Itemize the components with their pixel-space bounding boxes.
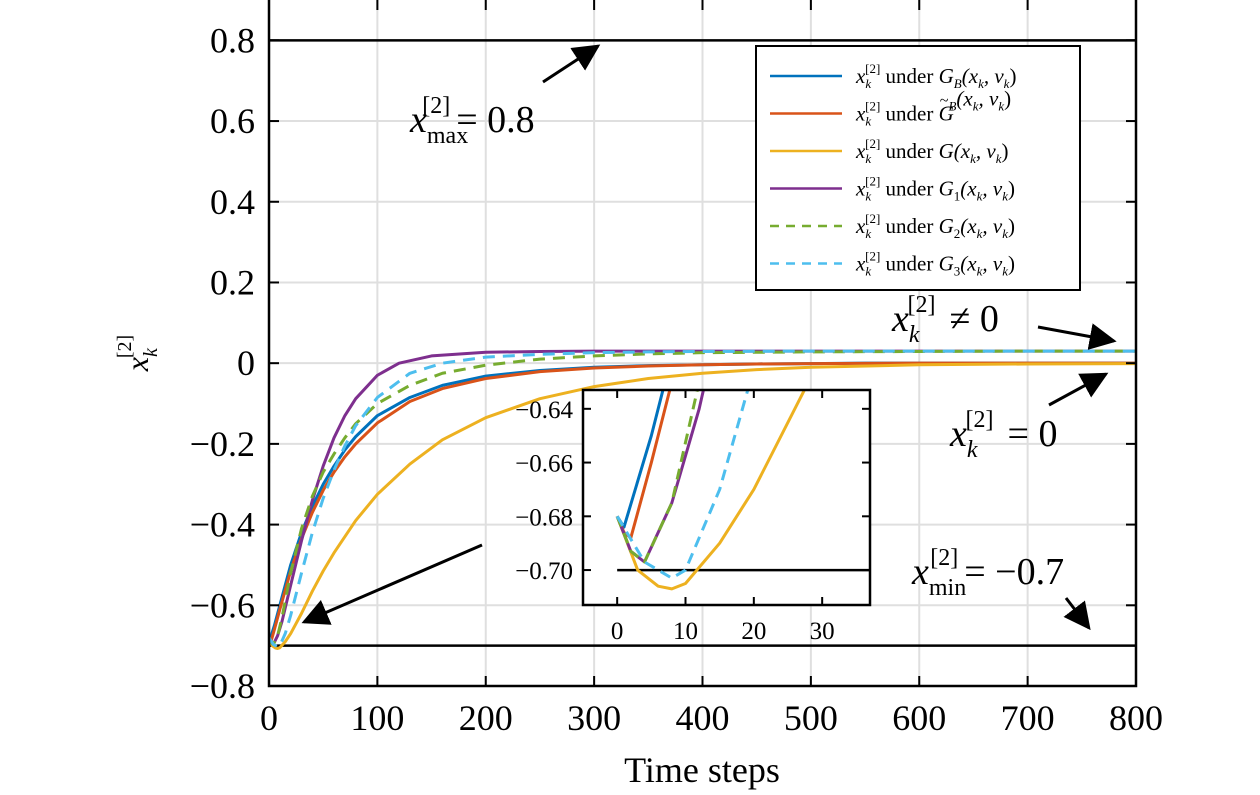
y-tick-label: −0.8 [190,666,255,706]
legend: xk[2] under GB(xk, vk)xk[2] under G~B(xk… [755,45,1081,291]
annotation-x-min: xmin [2] = −0.7 [911,545,1091,631]
inset-y-tick-label: −0.64 [515,397,573,424]
legend-label-3: xk[2] under G(xk, vk) [855,136,1009,166]
inset-y-tick-label: −0.70 [515,558,573,585]
annotation-zero-sup: [2] [966,407,994,433]
annotation-x-min-sup: [2] [930,545,958,571]
x-tick-label: 0 [260,698,278,738]
annotation-x-min-rest: = −0.7 [964,551,1064,593]
inset-axes-box [581,388,872,607]
arrow-x-k-nonzero [1037,323,1117,350]
annotation-x-k-zero: xk [2] = 0 [949,372,1109,463]
arrow-x-max [542,44,601,84]
y-axis-label-sup: [2] [114,335,136,358]
annotation-x-max-sub: max [427,123,468,149]
x-tick-label: 400 [676,698,730,738]
series-line-6 [269,349,1136,649]
y-axis-label: xk [2] [114,335,162,372]
inset-series-line-4 [615,390,705,564]
inset-y-tick-label: −0.68 [515,504,573,531]
svg-text:xmin[2]= −0.7: xmin [2] = −0.7 [911,545,1064,601]
annotation-zero-rest: = 0 [1008,413,1058,455]
inset-x-tick-label: 20 [741,618,766,645]
annotation-nonzero-sub: k [909,322,920,348]
inset-plot: 0 10 20 30 −0.64 −0.66 −0.68 −0.70 [515,388,872,645]
main-series-group [269,39,1136,650]
x-tick-label: 200 [459,698,513,738]
annotation-nonzero-rest: ≠ 0 [950,298,999,340]
y-tick-label: −0.4 [190,505,255,545]
y-tick-label: 0.8 [210,20,255,60]
legend-box [755,45,1081,291]
y-tick-label: −0.6 [190,585,255,625]
x-tick-label: 600 [892,698,946,738]
legend-label-1: xk[2] under GB(xk, vk) [855,61,1016,91]
x-tick-label: 800 [1109,698,1163,738]
y-tick-label: −0.2 [190,424,255,464]
inset-x-tick-label: 30 [810,618,835,645]
annotation-nonzero-sup: [2] [908,292,936,318]
y-axis-label-sub: k [140,347,162,357]
arrow-to-inset-region [301,543,483,625]
annotation-x-max-base: x [409,99,427,141]
inset-series-line-3 [615,390,807,591]
x-tick-label: 700 [1001,698,1055,738]
y-tick-label: 0.2 [210,262,255,302]
annotation-zero-base: x [949,413,967,455]
main-axes [267,0,1138,688]
y-tick-label: 0.6 [210,101,255,141]
legend-label-5: xk[2] under G2(xk, vk) [855,211,1015,241]
series-line-2 [269,361,1136,643]
x-tick-label: 500 [784,698,838,738]
annotation-nonzero-base: x [891,298,909,340]
annotation-zero-sub: k [967,437,978,463]
annotation-x-max-rest: = 0.8 [456,99,534,141]
legend-label-6: xk[2] under G3(xk, vk) [855,249,1015,279]
annotation-x-k-nonzero: xk [2] ≠ 0 [891,292,1117,350]
inset-series-line-5 [615,390,699,564]
svg-text:xk[2]≠ 0: xk [2] ≠ 0 [891,292,999,348]
inset-y-tick-label: −0.66 [515,451,573,478]
inset-background [583,390,870,605]
y-tick-label: 0.4 [210,182,255,222]
x-axis-label: Time steps [624,750,780,790]
legend-label-2: xk[2] under G~B(xk, vk) [855,87,1011,129]
y-axis-label-base: x [119,357,155,372]
annotation-x-min-sub: min [929,575,966,601]
legend-label-4: xk[2] under G1(xk, vk) [855,174,1015,204]
x-tick-label: 300 [567,698,621,738]
annotation-x-max: xmax [2] = 0.8 [409,44,601,149]
inset-x-tick-label: 10 [673,618,698,645]
x-tick-label: 100 [350,698,404,738]
svg-text:xmax[2]= 0.8: xmax [2] = 0.8 [409,93,535,149]
inset-x-tick-label: 0 [611,618,624,645]
y-tick-label: 0 [237,343,255,383]
annotation-x-max-sup: [2] [422,93,450,119]
series-line-3 [269,362,1136,650]
main-tick-labels: 0 100 200 300 400 500 600 700 800−0.8−0.6−0.4−0.… [190,20,1163,738]
arrow-x-min [1063,597,1091,631]
svg-text:xk[2]= 0: xk [2] = 0 [949,407,1057,463]
arrow-x-k-zero [1048,372,1109,407]
annotation-x-min-base: x [911,551,929,593]
